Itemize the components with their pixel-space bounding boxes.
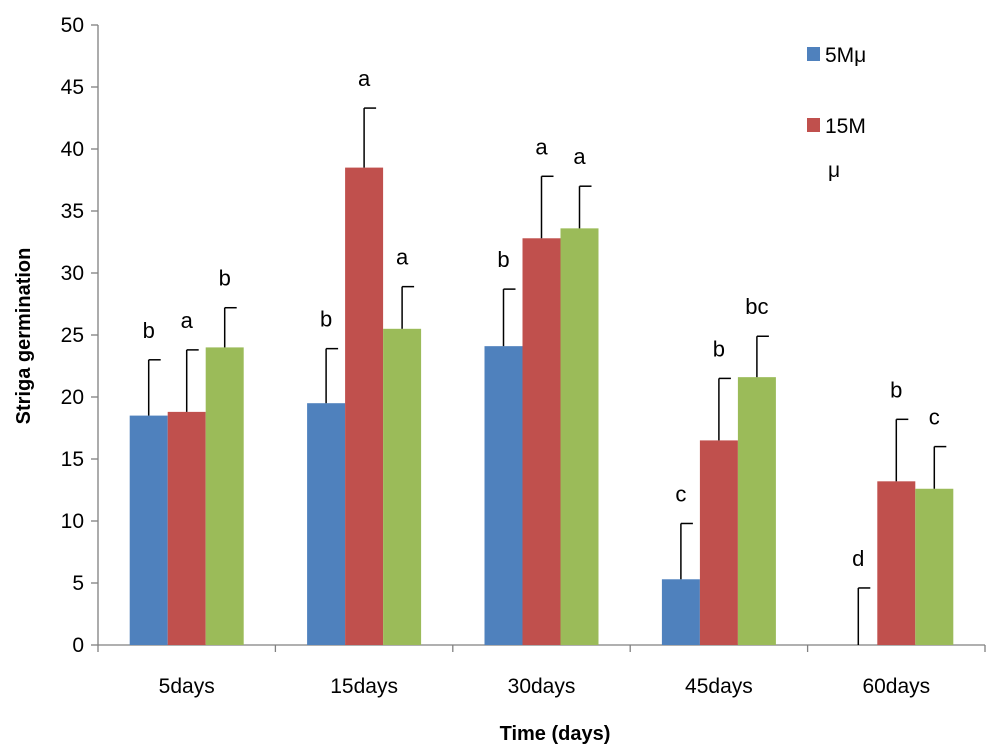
bar	[877, 481, 916, 645]
x-tick-label: 60days	[862, 675, 930, 698]
significance-label: a	[535, 134, 548, 159]
legend: 5Mμ 15M μ	[807, 44, 866, 182]
bar	[345, 167, 384, 645]
x-tick-label: 15days	[330, 675, 398, 698]
x-tick-label: 45days	[685, 675, 753, 698]
significance-label: a	[181, 308, 194, 333]
y-axis-ticks: 0 5 10 15 20 25 30 35 40 45 50	[61, 14, 98, 657]
significance-label: b	[219, 266, 231, 291]
significance-label: b	[713, 336, 725, 361]
bars	[129, 167, 954, 646]
bar	[129, 415, 168, 645]
x-axis-title: Time (days)	[500, 723, 611, 745]
y-tick-label: 10	[61, 510, 84, 533]
y-tick-label: 50	[61, 14, 84, 37]
bar	[915, 488, 954, 645]
significance-label: c	[929, 405, 940, 430]
significance-label: b	[497, 247, 509, 272]
bar	[205, 347, 244, 645]
y-tick-label: 35	[61, 200, 84, 223]
bar	[484, 346, 523, 645]
bar	[522, 238, 561, 645]
legend-label-series-2-line-2: μ	[828, 159, 840, 182]
y-tick-label: 25	[61, 324, 84, 347]
bar	[560, 228, 599, 646]
error-bars	[147, 107, 947, 645]
bar	[383, 328, 422, 645]
significance-label: d	[852, 546, 864, 571]
y-tick-label: 30	[61, 262, 84, 285]
y-tick-label: 20	[61, 386, 84, 409]
bar	[661, 579, 700, 645]
y-axis-title: Striga germination	[13, 248, 35, 425]
y-tick-label: 0	[72, 634, 84, 657]
significance-label: b	[143, 318, 155, 343]
significance-label: a	[358, 66, 371, 91]
significance-label: b	[320, 307, 332, 332]
y-tick-label: 5	[72, 572, 84, 595]
y-tick-label: 15	[61, 448, 84, 471]
significance-label: a	[573, 144, 586, 169]
x-tick-label: 5days	[159, 675, 215, 698]
legend-swatch-series-1	[807, 47, 820, 61]
y-tick-label: 40	[61, 138, 84, 161]
x-axis-ticks: 5days 15days 30days 45days 60days	[97, 645, 986, 698]
x-tick-label: 30days	[508, 675, 576, 698]
bar	[307, 403, 346, 645]
significance-label: b	[890, 377, 902, 402]
legend-swatch-series-2	[807, 118, 820, 132]
legend-label-series-2-line-1: 15M	[825, 115, 866, 138]
bar	[737, 377, 776, 645]
legend-label-series-1: 5Mμ	[825, 44, 866, 67]
significance-label: a	[396, 245, 409, 270]
bar	[167, 411, 206, 645]
significance-label: c	[675, 481, 686, 506]
bar	[699, 440, 738, 645]
y-tick-label: 45	[61, 76, 84, 99]
significance-label: bc	[745, 294, 768, 319]
